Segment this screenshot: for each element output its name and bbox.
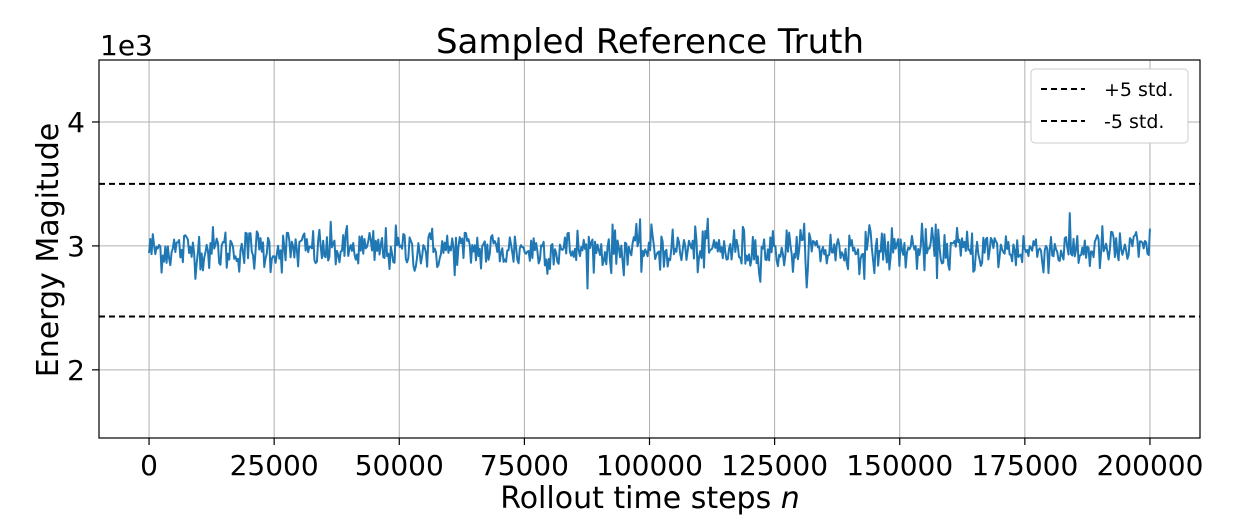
legend: +5 std. -5 std. xyxy=(1030,68,1189,144)
x-tick-label: 200000 xyxy=(1097,449,1204,482)
y-axis-ticks: 2 3 4 xyxy=(67,106,99,387)
series-layer xyxy=(148,212,1151,290)
x-axis-label: Rollout time steps n xyxy=(500,481,800,516)
x-tick-label: 100000 xyxy=(596,449,703,482)
x-axis-label-text: Rollout time steps xyxy=(500,481,781,516)
reference-lines xyxy=(99,182,1200,318)
y-tick-label: 4 xyxy=(67,106,85,139)
y-axis-label: Energy Magitude xyxy=(31,123,66,378)
y-offset-label: 1e3 xyxy=(100,29,153,62)
x-tick-label: 25000 xyxy=(230,449,319,482)
x-tick-label: 125000 xyxy=(721,449,828,482)
y-tick-label: 2 xyxy=(67,354,85,387)
x-tick-label: 50000 xyxy=(355,449,444,482)
y-tick-label: 3 xyxy=(67,230,85,263)
x-tick-label: 150000 xyxy=(846,449,953,482)
legend-label-minus5: -5 std. xyxy=(1104,111,1164,133)
x-axis-ticks: 0 25000 50000 75000 100000 125000 150000 175000… xyxy=(140,438,1203,482)
legend-box xyxy=(1030,68,1189,144)
x-axis-label-variable: n xyxy=(781,481,800,516)
x-tick-label: 0 xyxy=(140,449,158,482)
chart-title: Sampled Reference Truth xyxy=(436,22,864,62)
x-tick-label: 75000 xyxy=(480,449,569,482)
energy-series-line xyxy=(148,212,1151,290)
legend-label-plus5: +5 std. xyxy=(1104,79,1174,101)
x-tick-label: 175000 xyxy=(971,449,1078,482)
